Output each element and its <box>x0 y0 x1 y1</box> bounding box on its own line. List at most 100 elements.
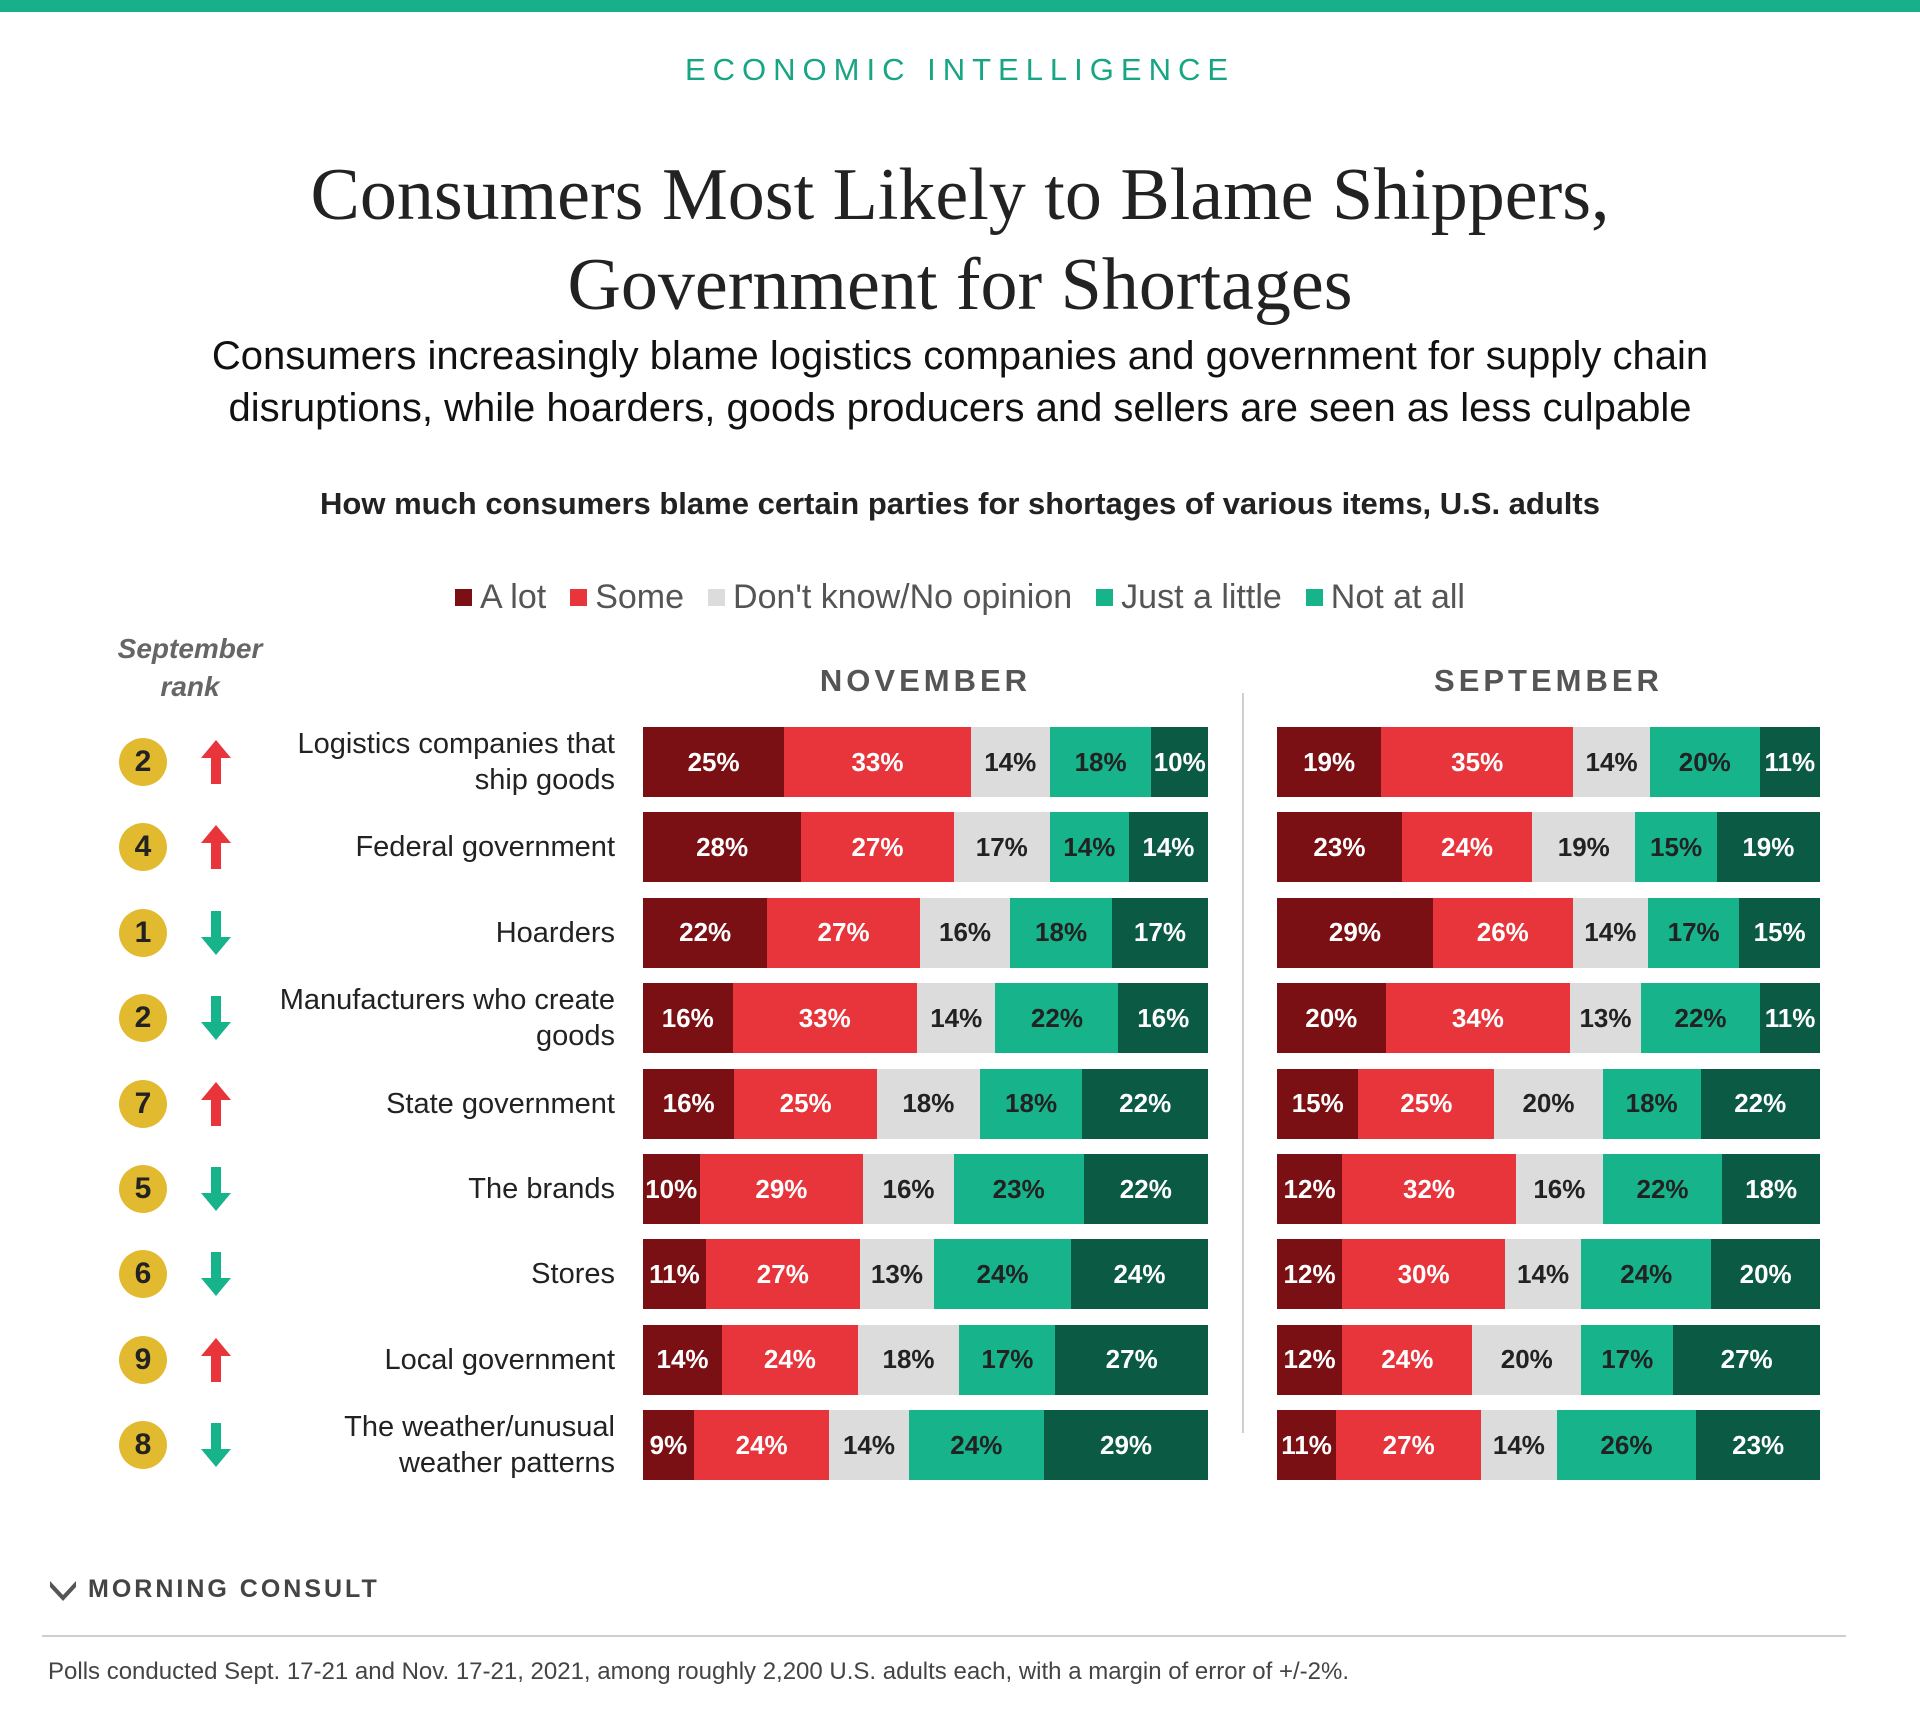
bar-segment-some: 27% <box>1336 1410 1482 1481</box>
bar-segment-just-a-little: 18% <box>979 1068 1083 1139</box>
row-label-logistics-companies-that-ship-goods: Logistics companies that ship goods <box>220 726 615 798</box>
bar-segment-just-a-little: 22% <box>995 983 1119 1054</box>
subtitle-line-1: Consumers increasingly blame logistics c… <box>211 334 1709 378</box>
rank-header-line-1: September <box>117 633 263 664</box>
bar-segment-not-at-all: 15% <box>1739 897 1820 968</box>
survey-question: How much consumers blame certain parties… <box>320 486 1600 521</box>
bar-segment-don-t-know-no-opinion: 20% <box>1494 1068 1603 1139</box>
bar-segment-not-at-all: 22% <box>1082 1068 1208 1139</box>
bar-segment-not-at-all: 10% <box>1151 727 1208 797</box>
row-label-state-government: State government <box>220 1086 615 1122</box>
bar-segment-don-t-know-no-opinion: 14% <box>1481 1410 1557 1481</box>
bar-segment-some: 26% <box>1432 897 1573 968</box>
panel-title-september: SEPTEMBER <box>1434 663 1663 698</box>
bar-segment-not-at-all: 22% <box>1700 1068 1820 1139</box>
bar-segment-not-at-all: 11% <box>1760 983 1820 1054</box>
row-label-stores: Stores <box>220 1256 615 1292</box>
bar-segment-some: 24% <box>1401 812 1533 883</box>
row-label-line: Federal government <box>355 831 615 864</box>
chart-subtitle: Consumers increasingly blame logistics c… <box>140 330 1780 434</box>
bar-segment-a-lot: 23% <box>1277 812 1402 883</box>
legend-swatch <box>708 589 726 606</box>
bar-segment-don-t-know-no-opinion: 17% <box>953 812 1050 883</box>
bar-segment-not-at-all: 19% <box>1716 812 1820 883</box>
brand-name: MORNING CONSULT <box>88 1575 380 1603</box>
bar-november-the-brands: 10% 29% 16% 23% 22% <box>643 1154 1208 1224</box>
bar-segment-not-at-all: 16% <box>1118 983 1208 1054</box>
bar-segment-not-at-all: 29% <box>1044 1410 1208 1481</box>
bar-segment-some: 24% <box>693 1410 830 1481</box>
row-label-line: goods <box>535 1020 615 1053</box>
footer-rule <box>42 1635 1846 1637</box>
september-rank-badge: 6 <box>119 1250 167 1299</box>
row-label-line: Hoarders <box>495 916 615 949</box>
legend-item-a-lot: A lot <box>455 578 546 617</box>
bar-november-state-government: 16% 25% 18% 18% 22% <box>643 1068 1208 1139</box>
bar-segment-a-lot: 11% <box>643 1239 706 1310</box>
bar-segment-a-lot: 20% <box>1277 983 1386 1054</box>
bar-segment-a-lot: 22% <box>643 897 768 968</box>
bar-segment-just-a-little: 18% <box>1049 727 1152 797</box>
bar-segment-don-t-know-no-opinion: 16% <box>1515 1154 1603 1224</box>
bar-november-stores: 11% 27% 13% 24% 24% <box>643 1239 1208 1310</box>
arrow-down-icon <box>199 909 233 957</box>
bar-november-logistics-companies-that-ship-goods: 25% 33% 14% 18% 10% <box>643 727 1208 797</box>
september-rank-badge: 2 <box>119 994 167 1043</box>
bar-segment-don-t-know-no-opinion: 18% <box>876 1068 980 1139</box>
legend-item-just-a-little: Just a little <box>1096 578 1282 617</box>
legend-item-not-at-all: Not at all <box>1305 578 1465 617</box>
arrow-up-icon <box>199 1336 233 1384</box>
arrow-down-icon <box>199 1250 233 1298</box>
bar-segment-some: 27% <box>767 897 920 968</box>
bar-segment-just-a-little: 22% <box>1640 983 1761 1054</box>
bar-segment-a-lot: 10% <box>643 1154 700 1224</box>
bar-segment-a-lot: 16% <box>643 983 733 1054</box>
september-rank-header: September rank <box>90 630 290 706</box>
bar-segment-just-a-little: 14% <box>1049 812 1129 883</box>
bar-segment-don-t-know-no-opinion: 16% <box>919 897 1011 968</box>
row-label-the-brands: The brands <box>220 1171 615 1207</box>
bar-september-hoarders: 29% 26% 14% 17% 15% <box>1277 897 1820 968</box>
bar-segment-just-a-little: 20% <box>1649 727 1760 797</box>
bar-segment-some: 29% <box>699 1154 864 1224</box>
bar-segment-some: 24% <box>1342 1324 1473 1395</box>
bar-segment-some: 24% <box>722 1324 858 1395</box>
row-label-local-government: Local government <box>220 1342 615 1378</box>
bar-september-local-government: 12% 24% 20% 17% 27% <box>1277 1324 1820 1395</box>
bar-segment-not-at-all: 18% <box>1722 1154 1820 1224</box>
legend-swatch <box>455 589 473 606</box>
september-rank-badge: 1 <box>119 908 167 957</box>
panel-title-november: NOVEMBER <box>819 663 1032 698</box>
bar-segment-just-a-little: 24% <box>1581 1239 1712 1310</box>
morning-consult-logo: MORNING CONSULT <box>48 1575 380 1604</box>
bar-segment-just-a-little: 24% <box>934 1239 1071 1310</box>
bar-november-federal-government: 28% 27% 17% 14% 14% <box>643 812 1208 883</box>
bar-segment-don-t-know-no-opinion: 16% <box>863 1154 954 1224</box>
row-label-line: The weather/unusual <box>344 1411 615 1444</box>
legend-item-don-t-know-no-opinion: Don't know/No opinion <box>708 578 1072 617</box>
bar-segment-not-at-all: 17% <box>1111 897 1208 968</box>
bar-november-manufacturers-who-create-goods: 16% 33% 14% 22% 16% <box>643 983 1208 1054</box>
bar-segment-just-a-little: 15% <box>1635 812 1717 883</box>
bar-segment-don-t-know-no-opinion: 14% <box>829 1410 909 1481</box>
row-label-manufacturers-who-create-goods: Manufacturers who create goods <box>220 982 615 1054</box>
bar-segment-don-t-know-no-opinion: 13% <box>859 1239 935 1310</box>
bar-segment-not-at-all: 23% <box>1696 1410 1820 1481</box>
row-label-line: Stores <box>531 1258 615 1291</box>
row-label-line: Manufacturers who create <box>279 984 615 1017</box>
september-rank-badge: 5 <box>119 1165 167 1213</box>
bar-segment-not-at-all: 11% <box>1759 727 1820 797</box>
top-accent-bar <box>0 0 1920 12</box>
bar-september-the-brands: 12% 32% 16% 22% 18% <box>1277 1154 1820 1224</box>
bar-segment-not-at-all: 20% <box>1711 1239 1820 1310</box>
bar-segment-just-a-little: 18% <box>1602 1068 1701 1139</box>
bar-segment-not-at-all: 27% <box>1055 1324 1208 1395</box>
bar-segment-don-t-know-no-opinion: 14% <box>970 727 1050 797</box>
arrow-up-icon <box>199 1080 233 1128</box>
bar-november-local-government: 14% 24% 18% 17% 27% <box>643 1324 1208 1395</box>
bar-segment-a-lot: 9% <box>643 1410 694 1481</box>
logo-mark-icon <box>50 1580 76 1601</box>
september-rank-badge: 2 <box>119 738 167 786</box>
bar-segment-a-lot: 19% <box>1277 727 1382 797</box>
arrow-down-icon <box>199 994 233 1042</box>
